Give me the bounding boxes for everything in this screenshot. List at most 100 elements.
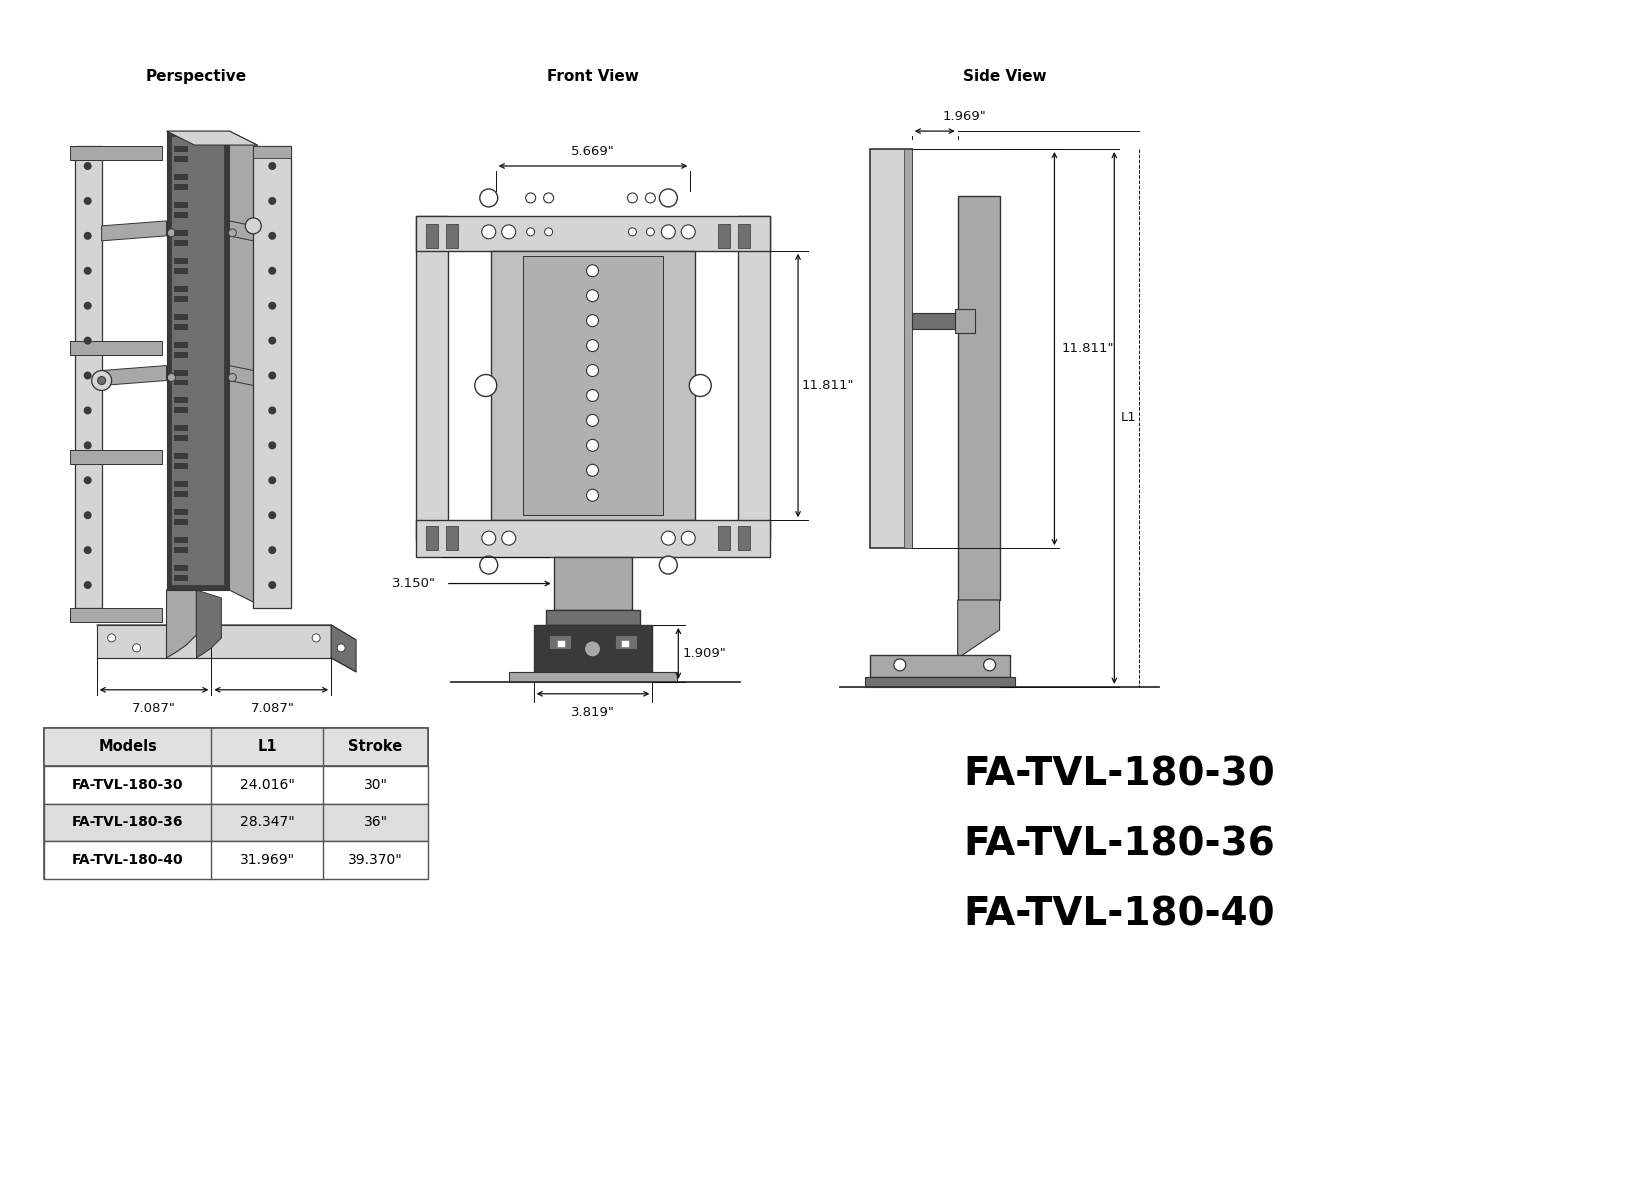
Polygon shape	[491, 251, 694, 520]
Bar	[174, 463, 189, 469]
Bar	[44, 804, 427, 841]
Polygon shape	[903, 149, 911, 548]
Bar	[174, 397, 189, 403]
Polygon shape	[869, 655, 1009, 677]
Bar	[174, 547, 189, 553]
Circle shape	[587, 340, 598, 352]
Circle shape	[543, 193, 553, 203]
Circle shape	[267, 266, 275, 275]
Circle shape	[544, 228, 553, 236]
Bar	[174, 313, 189, 319]
Bar	[174, 370, 189, 376]
Circle shape	[587, 265, 598, 277]
Circle shape	[168, 373, 176, 382]
Circle shape	[645, 193, 655, 203]
Bar	[174, 268, 189, 274]
Circle shape	[83, 301, 91, 310]
Bar	[717, 224, 730, 248]
Bar	[174, 174, 189, 180]
Bar	[174, 509, 189, 515]
Text: Perspective: Perspective	[145, 68, 246, 84]
Polygon shape	[75, 146, 101, 158]
Polygon shape	[166, 131, 230, 590]
Circle shape	[587, 314, 598, 326]
Circle shape	[893, 659, 905, 671]
Circle shape	[267, 372, 275, 379]
Polygon shape	[957, 196, 999, 600]
Circle shape	[526, 228, 535, 236]
Circle shape	[83, 197, 91, 205]
Bar	[174, 491, 189, 497]
Polygon shape	[553, 557, 632, 610]
Bar	[174, 379, 189, 385]
Bar	[174, 342, 189, 348]
Circle shape	[337, 644, 346, 652]
Text: 1.969": 1.969"	[942, 110, 986, 124]
Bar	[445, 224, 458, 248]
Circle shape	[474, 374, 497, 396]
Bar	[44, 727, 427, 766]
Circle shape	[132, 644, 140, 652]
Text: L1: L1	[1120, 412, 1136, 425]
Bar	[174, 240, 189, 246]
Bar	[174, 520, 189, 526]
Circle shape	[83, 476, 91, 485]
Text: 7.087": 7.087"	[251, 702, 295, 715]
Bar	[548, 635, 570, 649]
Text: 1.909": 1.909"	[681, 647, 725, 660]
Bar	[174, 454, 189, 460]
Polygon shape	[546, 610, 641, 625]
Text: 28.347": 28.347"	[240, 816, 295, 829]
Polygon shape	[70, 450, 161, 464]
Circle shape	[267, 337, 275, 344]
Bar	[556, 640, 564, 647]
Circle shape	[587, 490, 598, 502]
Bar	[174, 575, 189, 581]
Circle shape	[584, 641, 600, 656]
Bar	[174, 146, 189, 152]
Bar	[174, 538, 189, 544]
Text: 11.811": 11.811"	[1061, 342, 1113, 355]
Circle shape	[267, 232, 275, 240]
Circle shape	[481, 224, 496, 239]
Circle shape	[311, 634, 319, 642]
Text: 39.370": 39.370"	[347, 853, 403, 868]
Bar	[425, 224, 437, 248]
Text: 31.969": 31.969"	[240, 853, 295, 868]
Circle shape	[267, 162, 275, 170]
Circle shape	[525, 193, 535, 203]
Text: 3.150": 3.150"	[391, 577, 435, 590]
Bar	[174, 565, 189, 571]
Polygon shape	[70, 146, 161, 160]
Polygon shape	[101, 366, 166, 385]
Polygon shape	[416, 216, 769, 251]
Circle shape	[244, 218, 261, 234]
Polygon shape	[416, 520, 769, 557]
Text: L1: L1	[258, 739, 277, 754]
Bar	[717, 526, 730, 550]
Bar	[174, 436, 189, 442]
Circle shape	[659, 556, 676, 574]
Bar	[174, 324, 189, 330]
Circle shape	[267, 301, 275, 310]
Circle shape	[267, 581, 275, 589]
Text: FA-TVL-180-40: FA-TVL-180-40	[72, 853, 183, 868]
Circle shape	[681, 224, 694, 239]
Polygon shape	[869, 149, 911, 548]
Bar	[954, 308, 975, 332]
Bar	[445, 526, 458, 550]
Text: 7.087": 7.087"	[132, 702, 176, 715]
Text: Side View: Side View	[962, 68, 1046, 84]
Circle shape	[628, 193, 637, 203]
Polygon shape	[230, 366, 253, 385]
Text: 5.669": 5.669"	[570, 145, 615, 158]
Bar	[174, 481, 189, 487]
Polygon shape	[738, 216, 769, 540]
Polygon shape	[166, 590, 196, 658]
Text: Models: Models	[98, 739, 156, 754]
Polygon shape	[522, 256, 663, 515]
Circle shape	[587, 464, 598, 476]
Bar	[174, 295, 189, 301]
Polygon shape	[171, 136, 225, 586]
Polygon shape	[331, 625, 355, 672]
